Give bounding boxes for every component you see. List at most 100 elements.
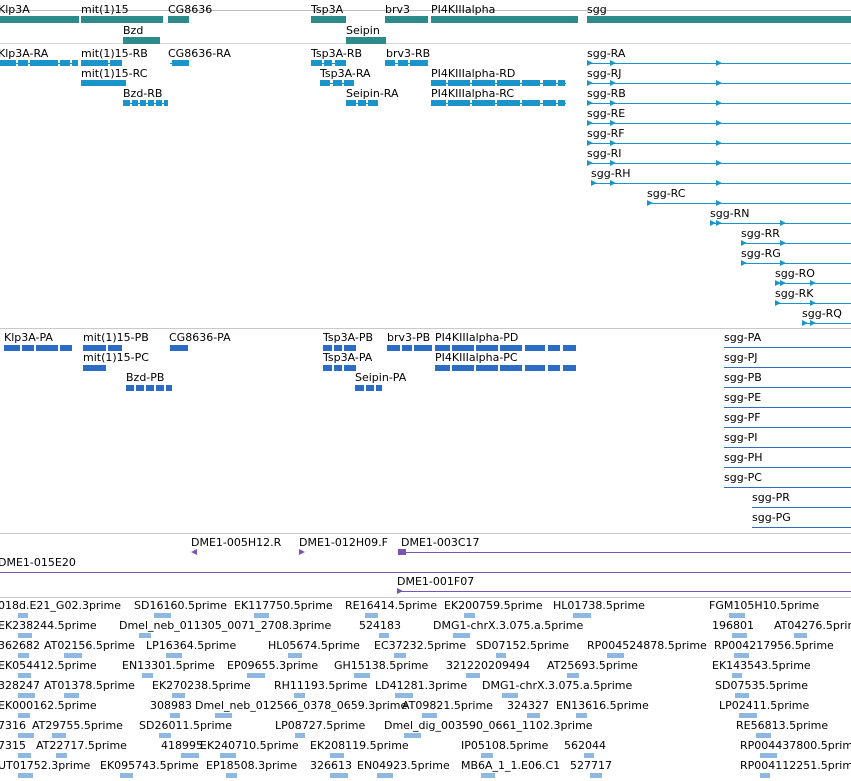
sgg-protein-line[interactable] (724, 407, 851, 408)
transcript-exon[interactable] (543, 80, 556, 86)
est-bar[interactable] (18, 693, 35, 698)
est-bar[interactable] (64, 653, 82, 658)
sgg-protein-line[interactable] (724, 487, 851, 488)
exon-arrow-icon[interactable] (610, 180, 616, 186)
protein-segment[interactable] (166, 385, 172, 391)
est-bar[interactable] (142, 673, 153, 678)
est-bar[interactable] (573, 613, 591, 618)
gene-bar[interactable] (587, 16, 851, 23)
gene-bar[interactable] (431, 16, 578, 23)
transcript-exon[interactable] (431, 80, 446, 86)
gene-bar[interactable] (311, 16, 346, 23)
est-bar[interactable] (422, 713, 437, 718)
protein-segment[interactable] (376, 385, 382, 391)
exon-arrow-icon[interactable] (780, 260, 786, 266)
transcript-exon[interactable] (132, 100, 138, 106)
est-bar[interactable] (226, 773, 237, 778)
exon-arrow-icon[interactable] (741, 240, 747, 246)
protein-segment[interactable] (525, 365, 545, 371)
transcript-exon[interactable] (398, 60, 408, 66)
exon-arrow-icon[interactable] (741, 260, 747, 266)
transcript-exon[interactable] (72, 60, 78, 66)
est-bar[interactable] (330, 773, 348, 778)
est-bar[interactable] (395, 693, 413, 698)
exon-arrow-icon[interactable] (810, 300, 816, 306)
exon-arrow-icon[interactable] (610, 100, 616, 106)
transcript-exon[interactable] (148, 100, 154, 106)
transcript-exon[interactable] (81, 60, 108, 66)
est-bar[interactable] (732, 633, 747, 638)
exon-arrow-icon[interactable] (587, 140, 593, 146)
protein-segment[interactable] (146, 385, 154, 391)
est-bar[interactable] (18, 713, 30, 718)
exon-arrow-icon[interactable] (716, 120, 722, 126)
protein-segment[interactable] (156, 385, 164, 391)
transcript-exon[interactable] (30, 60, 58, 66)
est-bar[interactable] (584, 753, 594, 758)
est-bar[interactable] (18, 753, 31, 758)
exon-arrow-icon[interactable] (587, 100, 593, 106)
protein-segment[interactable] (36, 345, 58, 351)
exon-arrow-icon[interactable] (610, 140, 616, 146)
protein-segment[interactable] (387, 345, 400, 351)
protein-segment[interactable] (170, 345, 188, 351)
exon-arrow-icon[interactable] (716, 140, 722, 146)
est-bar[interactable] (496, 653, 506, 658)
transcript-exon[interactable] (311, 60, 322, 66)
exon-arrow-icon[interactable] (716, 60, 722, 66)
protein-segment[interactable] (366, 385, 374, 391)
est-bar[interactable] (18, 653, 29, 658)
transcript-exon[interactable] (472, 80, 495, 86)
protein-segment[interactable] (334, 345, 342, 351)
exon-arrow-icon[interactable] (610, 120, 616, 126)
transcript-exon[interactable] (344, 80, 354, 86)
est-bar[interactable] (735, 693, 749, 698)
protein-segment[interactable] (476, 345, 498, 351)
exon-arrow-icon[interactable] (587, 160, 593, 166)
sgg-protein-line[interactable] (724, 347, 851, 348)
protein-segment[interactable] (476, 365, 498, 371)
transcript-exon[interactable] (81, 80, 126, 86)
transcript-exon[interactable] (172, 60, 189, 66)
protein-segment[interactable] (414, 345, 432, 351)
est-bar[interactable] (18, 673, 31, 678)
transcript-exon[interactable] (543, 100, 556, 106)
est-bar[interactable] (172, 693, 185, 698)
est-bar[interactable] (170, 713, 180, 718)
transcript-exon[interactable] (123, 100, 130, 106)
protein-segment[interactable] (323, 345, 332, 351)
transcript-exon[interactable] (368, 100, 378, 106)
transcript-exon[interactable] (60, 60, 70, 66)
protein-segment[interactable] (323, 365, 332, 371)
transcript-exon[interactable] (140, 100, 146, 106)
transcript-exon[interactable] (346, 100, 356, 106)
est-bar[interactable] (756, 733, 771, 738)
transcript-exon[interactable] (431, 100, 446, 106)
protein-segment[interactable] (22, 345, 34, 351)
transcript-exon[interactable] (522, 80, 540, 86)
est-bar[interactable] (527, 713, 540, 718)
exon-arrow-icon[interactable] (810, 320, 816, 326)
est-bar[interactable] (379, 633, 389, 638)
est-bar[interactable] (590, 773, 602, 778)
protein-segment[interactable] (402, 345, 412, 351)
clone-line[interactable] (0, 572, 851, 573)
est-bar[interactable] (732, 673, 742, 678)
gene-bar[interactable] (123, 37, 160, 44)
est-bar[interactable] (64, 693, 79, 698)
transcript-exon[interactable] (164, 100, 168, 106)
transcript-exon[interactable] (335, 60, 346, 66)
protein-segment[interactable] (108, 345, 122, 351)
est-bar[interactable] (159, 733, 171, 738)
sgg-transcript-line[interactable] (741, 243, 851, 244)
clone-end-icon[interactable] (397, 588, 403, 594)
est-bar[interactable] (481, 773, 495, 778)
est-bar[interactable] (760, 753, 777, 758)
est-bar[interactable] (760, 773, 770, 778)
exon-arrow-icon[interactable] (802, 320, 808, 326)
est-bar[interactable] (247, 673, 265, 678)
sgg-protein-line[interactable] (724, 387, 851, 388)
est-bar[interactable] (464, 613, 475, 618)
exon-arrow-icon[interactable] (587, 120, 593, 126)
protein-segment[interactable] (83, 345, 106, 351)
